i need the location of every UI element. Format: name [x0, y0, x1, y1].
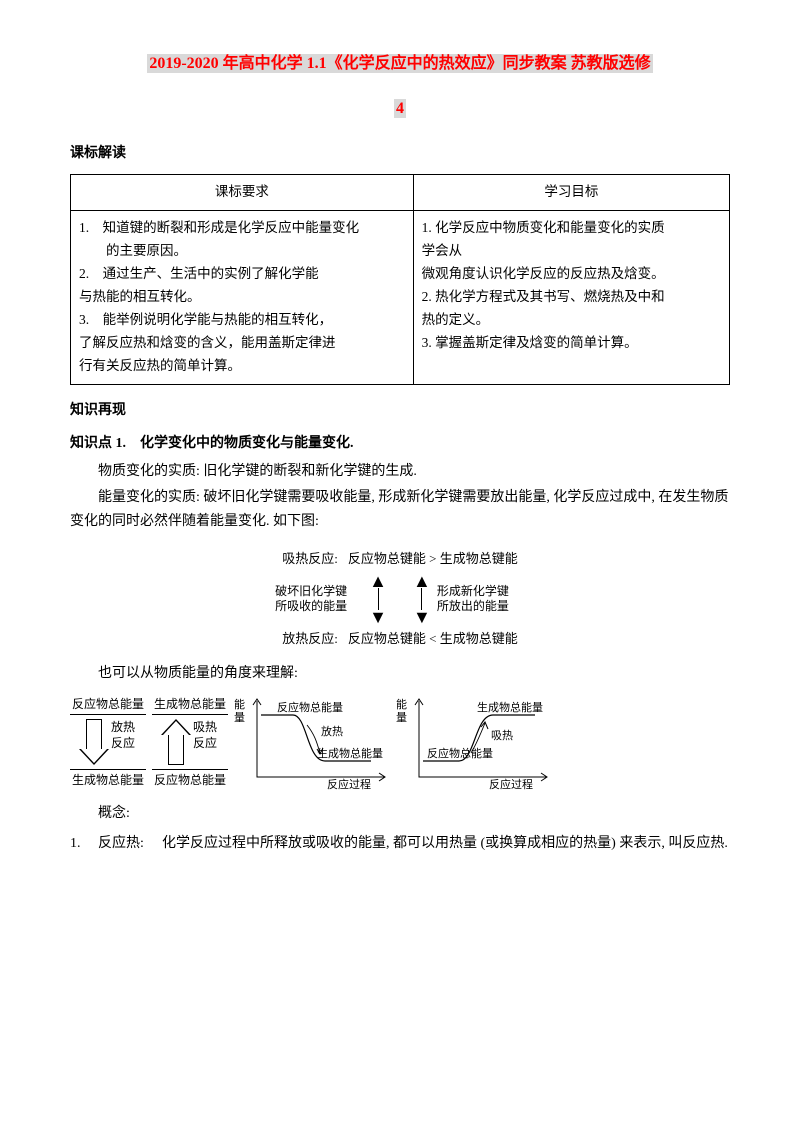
d1-top-text: 反应物总键能 > 生成物总键能: [348, 548, 518, 570]
c2-t1: 生成物总能量: [477, 700, 543, 714]
exo-chart-svg: 反应物总能量 放热 生成物总能量 反应过程: [245, 695, 390, 790]
c2-t2: 吸热: [491, 729, 513, 742]
c1-t2: 放热: [321, 724, 343, 738]
d1-left-side: 破坏旧化学键 所吸收的能量: [275, 584, 363, 613]
td-left-text: 1. 知道键的断裂和形成是化学反应中能量变化 的主要原因。 2. 通过生产、生活…: [79, 220, 359, 373]
td-left: 1. 知道键的断裂和形成是化学反应中能量变化 的主要原因。 2. 通过生产、生活…: [71, 211, 414, 385]
energy-diagram-row: 反应物总能量 放热 反应 生成物总能量 生成物总能量 吸热 反应 反应物总能量 …: [70, 694, 730, 791]
bond-energy-diagram: 吸热反应: 反应物总键能 > 生成物总键能 破坏旧化学键 所吸收的能量 ▲ ▼ …: [70, 548, 730, 650]
exo-block: 反应物总能量 放热 反应 生成物总能量: [70, 694, 146, 791]
kp1-p2: 能量变化的实质: 破坏旧化学键需要吸收能量, 形成新化学键需要放出能量, 化学反…: [70, 486, 730, 534]
b1-txt: 放热 反应: [111, 720, 135, 751]
endo-chart-svg: 生成物总能量 吸热 反应物总能量 反应过程: [407, 695, 552, 790]
d1-bot-label: 放热反应:: [282, 628, 338, 650]
b2-txt: 吸热 反应: [193, 720, 217, 751]
arrow-up-icon: ▲: [369, 574, 387, 588]
arrow-up-icon: ▲: [413, 574, 431, 588]
concept-body: 化学反应过程中所释放或吸收的能量, 都可以用热量 (或换算成相应的热量) 来表示…: [162, 832, 730, 856]
concept-head: 概念:: [70, 802, 730, 826]
td-right-text: 1. 化学反应中物质变化和能量变化的实质 学会从 微观角度认识化学反应的反应热及…: [422, 220, 665, 350]
d1-top-label: 吸热反应:: [282, 548, 338, 570]
kp1-p1: 物质变化的实质: 旧化学键的断裂和新化学键的生成.: [70, 460, 730, 484]
c2-t3: 反应物总能量: [427, 746, 493, 760]
td-right: 1. 化学反应中物质变化和能量变化的实质 学会从 微观角度认识化学反应的反应热及…: [413, 211, 729, 385]
thick-down-arrow-icon: [79, 719, 109, 765]
section-zhishi: 知识再现: [70, 399, 730, 423]
title-line2: 4: [394, 99, 406, 118]
c1-ylab: 能 量: [234, 699, 245, 790]
b2-top: 生成物总能量: [152, 694, 228, 715]
concept-label: 反应热:: [98, 832, 162, 856]
arrow-down-icon: ▼: [413, 610, 431, 624]
thick-up-arrow-icon: [161, 719, 191, 765]
d1-bot-text: 反应物总键能 < 生成物总键能: [348, 628, 518, 650]
c1-xlab: 反应过程: [327, 777, 371, 790]
b2-bot: 反应物总能量: [152, 769, 228, 790]
arrow-down-icon: ▼: [369, 610, 387, 624]
title-line1: 2019-2020 年高中化学 1.1《化学反应中的热效应》同步教案 苏教版选修: [147, 54, 652, 73]
c1-t3: 生成物总能量: [317, 746, 383, 760]
th-left: 课标要求: [71, 175, 414, 211]
c2-xlab: 反应过程: [489, 777, 533, 790]
requirements-table: 课标要求 学习目标 1. 知道键的断裂和形成是化学反应中能量变化 的主要原因。 …: [70, 174, 730, 385]
exo-chart: 能 量 反应物总能量 放热 生成物总能量 反应过程: [234, 695, 390, 790]
kp1-title: 知识点 1. 化学变化中的物质变化与能量变化.: [70, 432, 730, 456]
c2-ylab: 能 量: [396, 699, 407, 790]
b1-top: 反应物总能量: [70, 694, 146, 715]
b1-bot: 生成物总能量: [70, 769, 146, 790]
d1-right-side: 形成新化学键 所放出的能量: [437, 584, 525, 613]
endo-chart: 能 量 生成物总能量 吸热 反应物总能量 反应过程: [396, 695, 552, 790]
title-block: 2019-2020 年高中化学 1.1《化学反应中的热效应》同步教案 苏教版选修…: [70, 50, 730, 122]
endo-block: 生成物总能量 吸热 反应 反应物总能量: [152, 694, 228, 791]
c1-t1: 反应物总能量: [277, 700, 343, 714]
concept-num: 1.: [70, 832, 98, 856]
th-right: 学习目标: [413, 175, 729, 211]
concept-row: 1. 反应热: 化学反应过程中所释放或吸收的能量, 都可以用热量 (或换算成相应…: [70, 832, 730, 856]
section-kebiao: 课标解读: [70, 142, 730, 166]
bridge-text: 也可以从物质能量的角度来理解:: [70, 662, 730, 686]
